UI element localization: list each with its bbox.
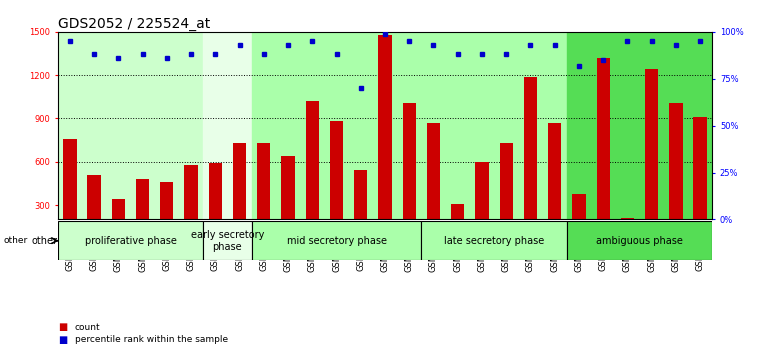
- Text: ambiguous phase: ambiguous phase: [596, 236, 683, 246]
- Bar: [58, 32, 82, 219]
- Bar: [567, 221, 712, 260]
- Text: ■: ■: [58, 335, 67, 345]
- Text: GDS2052 / 225524_at: GDS2052 / 225524_at: [58, 17, 210, 31]
- Bar: [694, 117, 707, 249]
- Bar: [621, 218, 634, 249]
- Bar: [494, 32, 518, 219]
- Bar: [306, 101, 319, 249]
- Bar: [257, 143, 270, 249]
- Bar: [688, 32, 712, 219]
- Bar: [572, 194, 586, 249]
- Text: other: other: [4, 236, 28, 245]
- Bar: [427, 123, 440, 249]
- Bar: [136, 179, 149, 249]
- Text: proliferative phase: proliferative phase: [85, 236, 176, 246]
- Bar: [451, 204, 464, 249]
- Bar: [88, 175, 101, 249]
- Bar: [548, 123, 561, 249]
- Bar: [160, 182, 173, 249]
- Bar: [640, 32, 664, 219]
- Bar: [300, 32, 324, 219]
- Bar: [233, 143, 246, 249]
- Bar: [470, 32, 494, 219]
- Bar: [209, 163, 222, 249]
- Bar: [184, 165, 198, 249]
- Bar: [324, 32, 349, 219]
- Bar: [591, 32, 615, 219]
- Text: percentile rank within the sample: percentile rank within the sample: [75, 335, 228, 344]
- Bar: [179, 32, 203, 219]
- Text: ■: ■: [58, 322, 67, 332]
- Bar: [130, 32, 155, 219]
- Bar: [112, 199, 125, 249]
- Bar: [397, 32, 421, 219]
- Bar: [567, 32, 591, 219]
- Bar: [354, 170, 367, 249]
- Bar: [106, 32, 130, 219]
- Bar: [378, 35, 392, 249]
- Bar: [227, 32, 252, 219]
- Bar: [349, 32, 373, 219]
- Bar: [475, 162, 489, 249]
- Text: other: other: [32, 236, 58, 246]
- Bar: [518, 32, 543, 219]
- Bar: [252, 32, 276, 219]
- Bar: [645, 69, 658, 249]
- Bar: [403, 103, 416, 249]
- Bar: [58, 221, 203, 260]
- Bar: [669, 103, 682, 249]
- Bar: [63, 139, 76, 249]
- Text: late secretory phase: late secretory phase: [444, 236, 544, 246]
- Bar: [281, 156, 295, 249]
- Bar: [203, 221, 252, 260]
- Bar: [597, 58, 610, 249]
- Bar: [252, 221, 421, 260]
- Bar: [330, 121, 343, 249]
- Bar: [421, 221, 567, 260]
- Bar: [373, 32, 397, 219]
- Bar: [543, 32, 567, 219]
- Bar: [615, 32, 640, 219]
- Bar: [155, 32, 179, 219]
- Bar: [421, 32, 446, 219]
- Text: early secretory
phase: early secretory phase: [191, 230, 264, 252]
- Bar: [203, 32, 227, 219]
- Bar: [446, 32, 470, 219]
- Text: count: count: [75, 323, 100, 332]
- Bar: [276, 32, 300, 219]
- Bar: [82, 32, 106, 219]
- Bar: [500, 143, 513, 249]
- Text: mid secretory phase: mid secretory phase: [286, 236, 387, 246]
- Bar: [664, 32, 688, 219]
- Bar: [524, 76, 537, 249]
